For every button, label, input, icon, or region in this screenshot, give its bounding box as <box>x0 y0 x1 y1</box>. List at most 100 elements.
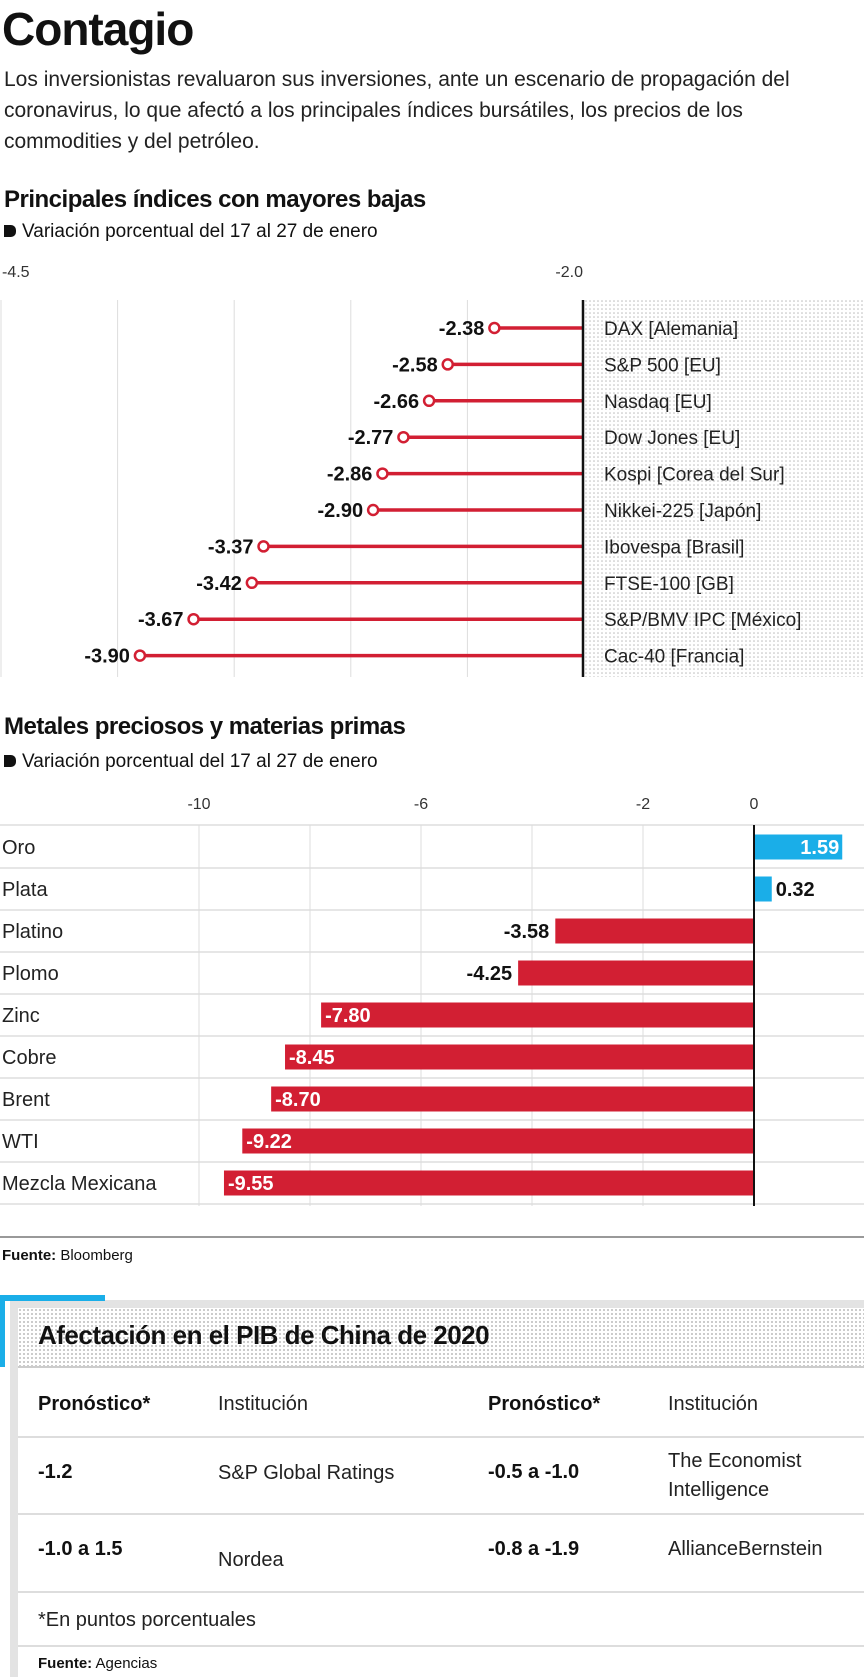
category-label: Ibovespa [Brasil] <box>604 537 744 558</box>
table-header: Institución <box>218 1393 309 1415</box>
lollipop-dot <box>257 540 270 553</box>
table-footnote: *En puntos porcentuales <box>38 1609 256 1631</box>
table-cell: The Economist Intelligence <box>668 1450 802 1501</box>
chart2-subtitle: Variación porcentual del 17 al 27 de ene… <box>4 751 378 773</box>
lollipop-dot <box>366 503 380 517</box>
table-title: Afectación en el PIB de China de 2020 <box>38 1320 490 1350</box>
lollipop-dot <box>422 394 436 408</box>
table-cell: Nordea <box>218 1549 284 1571</box>
category-label: Nasdaq [EU] <box>604 392 712 413</box>
value-label: -7.80 <box>325 1005 371 1027</box>
lead-text: Los inversionistas revaluaron sus invers… <box>4 68 790 153</box>
x-tick-label: -4.5 <box>2 264 30 281</box>
chart1-title: Principales índices con mayores bajas <box>4 186 426 213</box>
source-value: Agencias <box>92 1655 158 1672</box>
category-label: Cobre <box>2 1047 56 1069</box>
category-label: Platino <box>2 921 63 943</box>
bar <box>242 1128 755 1154</box>
category-label: Cac-40 [Francia] <box>604 647 744 668</box>
category-label: WTI <box>2 1131 39 1153</box>
table-cell: -1.0 a 1.5 <box>38 1538 123 1560</box>
source-agencias: Fuente: Agencias <box>38 1655 157 1672</box>
bar <box>555 918 754 944</box>
table-frame <box>10 1300 864 1677</box>
category-label: Dow Jones [EU] <box>604 428 740 449</box>
x-tick-label: -6 <box>414 796 428 813</box>
category-label: Plata <box>2 879 48 901</box>
chart1-subtitle-text: Variación porcentual del 17 al 27 de ene… <box>22 221 378 242</box>
chart2-bar: -10-6-202Oro1.59Plata0.32Platino-3.58Plo… <box>0 796 864 1206</box>
x-tick-label: 0 <box>750 796 759 813</box>
category-label: Mezcla Mexicana <box>2 1173 157 1195</box>
value-label: -3.37 <box>208 536 254 558</box>
accent-bar <box>0 1295 105 1301</box>
table-header: Pronóstico* <box>38 1393 151 1415</box>
category-label: S&P/BMV IPC [México] <box>604 610 801 631</box>
table-header: Pronóstico* <box>488 1393 601 1415</box>
bar <box>285 1044 754 1070</box>
value-label: -4.25 <box>467 963 513 985</box>
table-cell: AllianceBernstein <box>668 1538 823 1560</box>
value-label: -8.70 <box>275 1089 321 1111</box>
x-tick-label: -2 <box>636 796 650 813</box>
accent-bar <box>0 1295 5 1367</box>
value-label: -2.58 <box>392 354 438 376</box>
category-label: S&P 500 [EU] <box>604 355 721 376</box>
bar <box>518 960 754 986</box>
value-label: -2.66 <box>373 391 419 413</box>
category-label: FTSE-100 [GB] <box>604 574 734 595</box>
value-label: -2.38 <box>439 318 485 340</box>
category-label: Nikkei-225 [Japón] <box>604 501 761 522</box>
value-label: -2.77 <box>348 427 394 449</box>
value-label: -9.22 <box>246 1131 292 1153</box>
category-label: Oro <box>2 837 35 859</box>
source-label: Fuente: <box>2 1247 57 1264</box>
square-bullet-icon <box>4 755 16 767</box>
table-cell: S&P Global Ratings <box>218 1462 395 1484</box>
table-divider <box>18 1645 864 1647</box>
value-label: -3.90 <box>84 646 130 668</box>
source-value: Bloomberg <box>56 1247 133 1264</box>
category-label: Kospi [Corea del Sur] <box>604 465 785 486</box>
value-label: -2.90 <box>318 500 364 522</box>
x-tick-label: -2.0 <box>555 264 583 281</box>
chart1-subtitle: Variación porcentual del 17 al 27 de ene… <box>4 221 378 243</box>
value-label: 0.32 <box>776 879 815 901</box>
value-label: -2.86 <box>327 464 373 486</box>
bar <box>223 1170 755 1196</box>
table-cell: -1.2 <box>38 1461 73 1483</box>
label-area <box>583 300 864 677</box>
table-divider <box>18 1591 864 1593</box>
bar <box>271 1086 754 1112</box>
lollipop-dot <box>245 576 259 590</box>
bar <box>754 834 843 860</box>
bar <box>321 1002 754 1028</box>
page-title: Contagio <box>2 3 194 55</box>
table-divider <box>18 1513 864 1515</box>
x-tick-label: -10 <box>187 796 210 813</box>
table-cell: -0.5 a -1.0 <box>488 1461 580 1483</box>
divider <box>0 1236 864 1238</box>
value-label: -3.42 <box>196 573 242 595</box>
table-header: Institución <box>668 1393 759 1415</box>
chart2-title: Metales preciosos y materias primas <box>4 713 406 740</box>
value-label: -3.58 <box>504 921 550 943</box>
category-label: DAX [Alemania] <box>604 319 738 340</box>
chart1-lollipop: -4.5 -2.0 -2.38 DAX [Alemania] -2.58 S&P 500 … <box>0 264 864 677</box>
bar <box>754 876 772 902</box>
value-label: -3.67 <box>138 609 184 631</box>
lollipop-dot <box>397 430 410 444</box>
lollipop-dot <box>488 321 501 335</box>
category-label: Brent <box>2 1089 50 1111</box>
category-label: Plomo <box>2 963 59 985</box>
value-label: 1.59 <box>800 837 839 859</box>
chart2-subtitle-text: Variación porcentual del 17 al 27 de ene… <box>22 751 378 772</box>
square-bullet-icon <box>4 225 16 237</box>
lollipop-dot <box>187 612 200 626</box>
lollipop-dot <box>441 358 454 371</box>
table-title-band <box>18 1308 864 1368</box>
lollipop-dot <box>376 467 389 480</box>
source-bloomberg: Fuente: Bloomberg <box>2 1247 133 1264</box>
value-label: -8.45 <box>289 1047 335 1069</box>
